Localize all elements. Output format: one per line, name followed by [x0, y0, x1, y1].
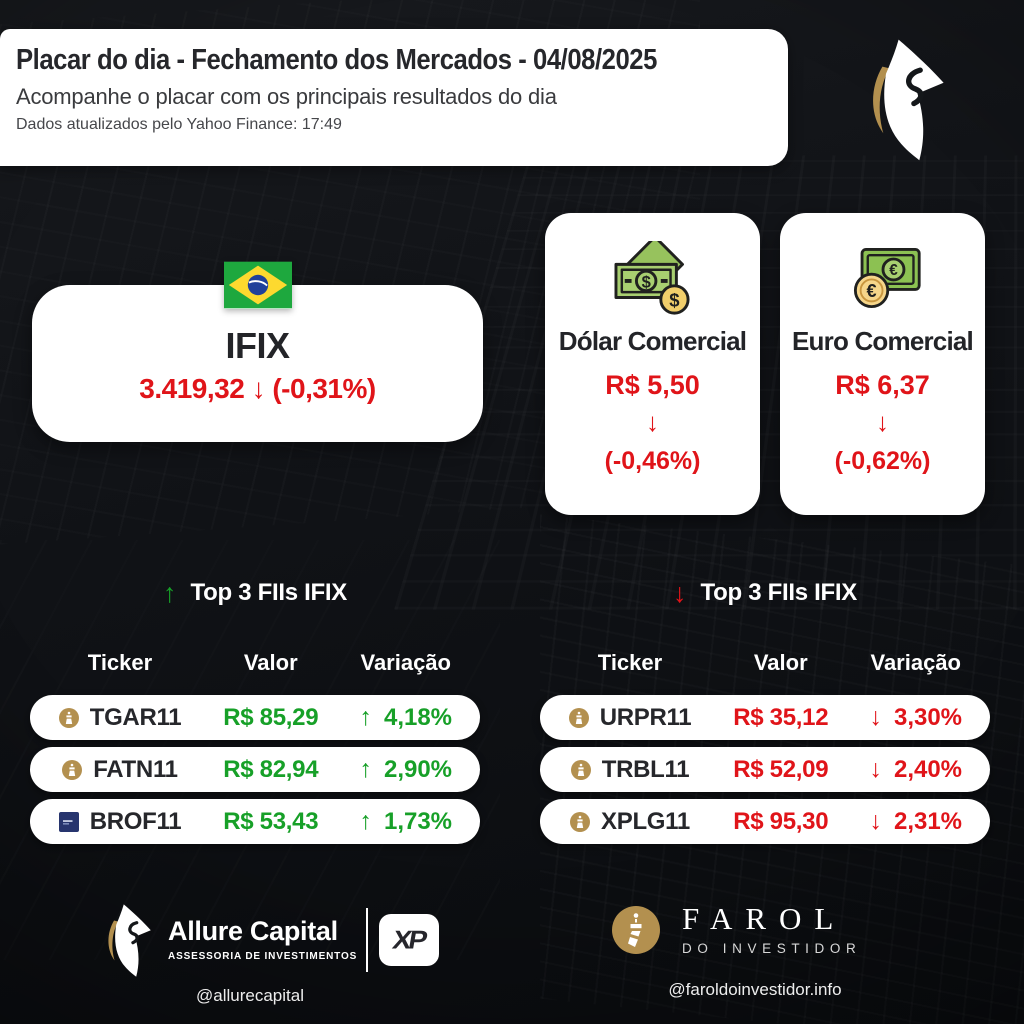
ifix-card: IFIX 3.419,32 ↓ (-0,31%): [32, 285, 483, 442]
variation-value: 3,30%: [893, 703, 963, 731]
ifix-variation: (-0,31%): [272, 373, 376, 404]
table-row: TRBL11 R$ 52,09 ↓ 2,40%: [540, 747, 990, 792]
farol-social-handle: @faroldoinvestidor.info: [668, 980, 842, 999]
allure-social-handle: @allurecapital: [196, 986, 304, 1005]
col-header-variacao: Variação: [360, 650, 451, 675]
down-arrow-icon: ↓: [876, 407, 889, 437]
ifix-label: IFIX: [225, 325, 290, 366]
ticker-label: URPR11: [599, 703, 692, 731]
down-arrow-icon: ↓: [251, 373, 266, 404]
up-arrow-icon: ↑: [163, 577, 177, 608]
euro-money-icon: [843, 245, 923, 313]
up-arrow-icon: ↑: [359, 703, 372, 731]
ticker-label: FATN11: [93, 755, 178, 783]
price-value: R$ 82,94: [223, 755, 319, 783]
col-header-valor: Valor: [753, 650, 808, 675]
col-header-valor: Valor: [243, 650, 298, 675]
ifix-value: 3.419,32 ↓ (-0,31%): [32, 373, 483, 405]
col-header-ticker: Ticker: [597, 650, 663, 675]
table-header-row: Ticker Valor Variação: [30, 650, 480, 676]
ifix-index-value: 3.419,32: [139, 373, 245, 404]
gold-lighthouse-coin-icon: [570, 812, 590, 832]
page-subtitle: Acompanhe o placar com os principais res…: [16, 84, 557, 109]
table-row: URPR11 R$ 35,12 ↓ 3,30%: [540, 695, 990, 740]
euro-variation: (-0,62%): [834, 447, 931, 475]
xp-logo-text: XP: [390, 925, 428, 954]
gold-lighthouse-coin-icon: [569, 708, 589, 728]
down-arrow-icon: ↓: [646, 407, 659, 437]
lighthouse-badge-icon: [612, 906, 660, 954]
price-value: R$ 85,29: [223, 703, 319, 731]
down-arrow-icon: ↓: [869, 703, 882, 731]
up-arrow-icon: ↑: [359, 807, 372, 835]
euro-value: R$ 6,37: [835, 370, 930, 400]
data-source-note: Dados atualizados pelo Yahoo Finance: 17…: [16, 116, 342, 133]
gold-lighthouse-coin-icon: [59, 708, 79, 728]
allure-name: Allure Capital: [168, 916, 338, 946]
table-header-row: Ticker Valor Variação: [540, 650, 990, 676]
dolar-variation: (-0,46%): [604, 447, 701, 475]
gold-lighthouse-coin-icon: [571, 760, 591, 780]
gainers-section-title: ↑ Top 3 FIIs IFIX: [30, 578, 480, 608]
variation-value: 2,40%: [893, 755, 963, 783]
price-value: R$ 95,30: [733, 807, 829, 835]
variation-value: 2,90%: [383, 755, 453, 783]
top3-losers-table: ↓ Top 3 FIIs IFIX Ticker Valor Variação …: [540, 578, 990, 844]
dolar-title: Dólar Comercial: [558, 326, 747, 356]
variation-value: 4,18%: [383, 703, 453, 731]
variation-value: 1,73%: [383, 807, 453, 835]
table-row: XPLG11 R$ 95,30 ↓ 2,31%: [540, 799, 990, 844]
section-title-text: Top 3 FIIs IFIX: [700, 579, 858, 606]
ticker-label: XPLG11: [601, 807, 690, 835]
section-title-text: Top 3 FIIs IFIX: [190, 579, 348, 606]
brazil-flag-icon: [224, 261, 292, 309]
price-value: R$ 52,09: [733, 755, 829, 783]
farol-subname: DO INVESTIDOR: [682, 941, 862, 956]
down-arrow-icon: ↓: [673, 577, 687, 608]
euro-card: Euro Comercial R$ 6,37 ↓ (-0,62%): [780, 213, 985, 515]
variation-value: 2,31%: [893, 807, 963, 835]
farol-do-investidor-logo: FAROL DO INVESTIDOR: [612, 903, 861, 956]
allure-capital-logo: Allure Capital ASSESSORIA DE INVESTIMENT…: [100, 896, 440, 984]
col-header-variacao: Variação: [870, 650, 961, 675]
price-value: R$ 35,12: [733, 703, 829, 731]
table-row: BROF11 R$ 53,43 ↑ 1,73%: [30, 799, 480, 844]
losers-section-title: ↓ Top 3 FIIs IFIX: [540, 578, 990, 608]
col-header-ticker: Ticker: [87, 650, 153, 675]
xp-logo: XP: [379, 914, 440, 966]
dollar-bills-icon: [612, 241, 694, 317]
up-arrow-icon: ↑: [359, 755, 372, 783]
euro-title: Euro Comercial: [792, 326, 974, 356]
top3-gainers-table: ↑ Top 3 FIIs IFIX Ticker Valor Variação …: [30, 578, 480, 844]
ticker-label: TRBL11: [601, 755, 690, 783]
table-row: FATN11 R$ 82,94 ↑ 2,90%: [30, 747, 480, 792]
navy-fund-logo-icon: [59, 812, 79, 832]
ticker-label: TGAR11: [89, 703, 182, 731]
dolar-value: R$ 5,50: [605, 370, 700, 400]
down-arrow-icon: ↓: [869, 755, 882, 783]
farol-name: FAROL: [682, 901, 847, 936]
header-card: Placar do dia - Fechamento dos Mercados …: [0, 29, 788, 166]
logo-divider: [366, 908, 369, 972]
allure-horse-logo-icon: [100, 899, 154, 981]
page-title: Placar do dia - Fechamento dos Mercados …: [16, 44, 657, 76]
gold-lighthouse-coin-icon: [62, 760, 82, 780]
ticker-label: BROF11: [89, 807, 182, 835]
down-arrow-icon: ↓: [869, 807, 882, 835]
allure-horse-logo-icon: [858, 36, 950, 162]
table-row: TGAR11 R$ 85,29 ↑ 4,18%: [30, 695, 480, 740]
dolar-card: Dólar Comercial R$ 5,50 ↓ (-0,46%): [545, 213, 760, 515]
price-value: R$ 53,43: [223, 807, 319, 835]
allure-tagline: ASSESSORIA DE INVESTIMENTOS: [168, 951, 358, 962]
